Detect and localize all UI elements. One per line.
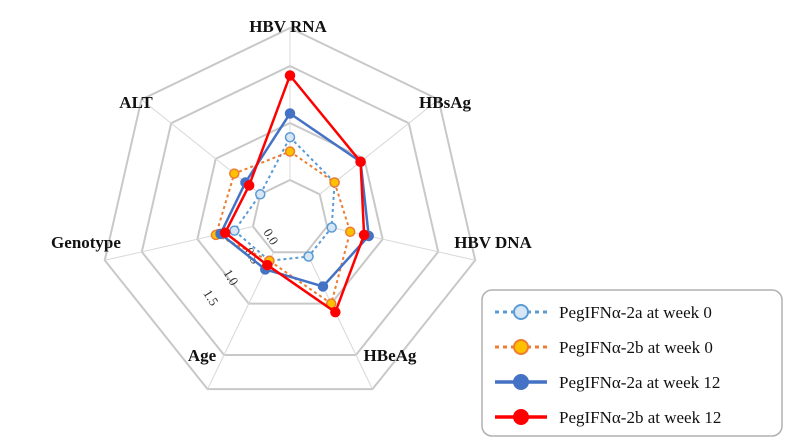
point-s3-age [262, 259, 273, 271]
point-s0-hbv-rna [284, 132, 296, 143]
grid-ring-2 [140, 64, 440, 356]
axis-label-alt: ALT [119, 93, 153, 112]
grid-ring-3 [103, 26, 477, 391]
legend-label-2: PegIFNα-2a at week 12 [559, 373, 720, 392]
legend-label-0: PegIFNα-2a at week 0 [559, 303, 712, 322]
legend-marker-3 [513, 409, 529, 425]
tick-label-2: 1.0 [220, 266, 241, 288]
series-3 [219, 70, 370, 318]
axis-label-hbsag: HBsAg [419, 93, 471, 112]
axis-label-age: Age [188, 346, 217, 365]
point-s0-alt [255, 189, 266, 200]
legend-marker-0 [513, 304, 529, 320]
point-s3-hbeag [330, 306, 341, 318]
series-line-1 [214, 150, 352, 306]
point-s2-hbv-rna [284, 108, 296, 119]
point-s0-genotype [229, 225, 240, 236]
spoke-hbsag [319, 99, 439, 195]
axis-label-genotype: Genotype [51, 233, 121, 252]
point-s1-alt [229, 168, 240, 179]
radar-grid [103, 26, 477, 391]
point-s3-hbsag [355, 156, 366, 167]
point-s2-hbeag [317, 281, 329, 292]
legend-item-3: PegIFNα-2b at week 12 [495, 408, 721, 427]
axis-label-hbv-rna: HBV RNA [249, 17, 327, 36]
spoke-age [207, 252, 274, 390]
point-s1-hbv-dna [344, 226, 356, 237]
grid-ring-1 [196, 121, 384, 305]
legend-label-1: PegIFNα-2b at week 0 [559, 338, 713, 357]
legend-item-1: PegIFNα-2b at week 0 [495, 338, 713, 357]
series-layer [210, 70, 374, 318]
point-s0-hbeag [303, 251, 314, 262]
point-s3-genotype [219, 227, 231, 239]
tick-label-3: 1.5 [200, 287, 221, 309]
axis-label-hbv-dna: HBV DNA [454, 233, 532, 252]
legend-item-0: PegIFNα-2a at week 0 [495, 303, 712, 322]
tick-label-0: 0.0 [260, 226, 281, 248]
legend-box [481, 289, 783, 437]
point-s1-hbsag [329, 177, 340, 188]
axis-label-hbeag: HBeAg [364, 346, 417, 365]
legend-label-3: PegIFNα-2b at week 12 [559, 408, 721, 427]
grid-ring-0 [251, 178, 329, 254]
axis-labels: HBV RNA HBsAg HBV DNA HBeAg Age Genotype ALT [51, 17, 532, 365]
point-s1-hbv-rna [284, 146, 296, 157]
spoke-alt [141, 99, 261, 195]
point-s3-hbv-dna [358, 229, 370, 241]
point-s3-alt [243, 180, 255, 191]
point-s3-hbv-rna [284, 70, 296, 81]
spoke-hbeag [306, 252, 373, 390]
series-1 [210, 146, 356, 309]
legend-item-2: PegIFNα-2a at week 12 [495, 373, 720, 392]
legend-marker-1 [513, 339, 529, 355]
series-line-3 [223, 73, 366, 315]
legend: PegIFNα-2a at week 0 PegIFNα-2b at week 0… [481, 289, 783, 437]
series-line-0 [233, 135, 336, 262]
point-s0-hbv-dna [326, 222, 337, 233]
legend-marker-2 [513, 374, 529, 390]
